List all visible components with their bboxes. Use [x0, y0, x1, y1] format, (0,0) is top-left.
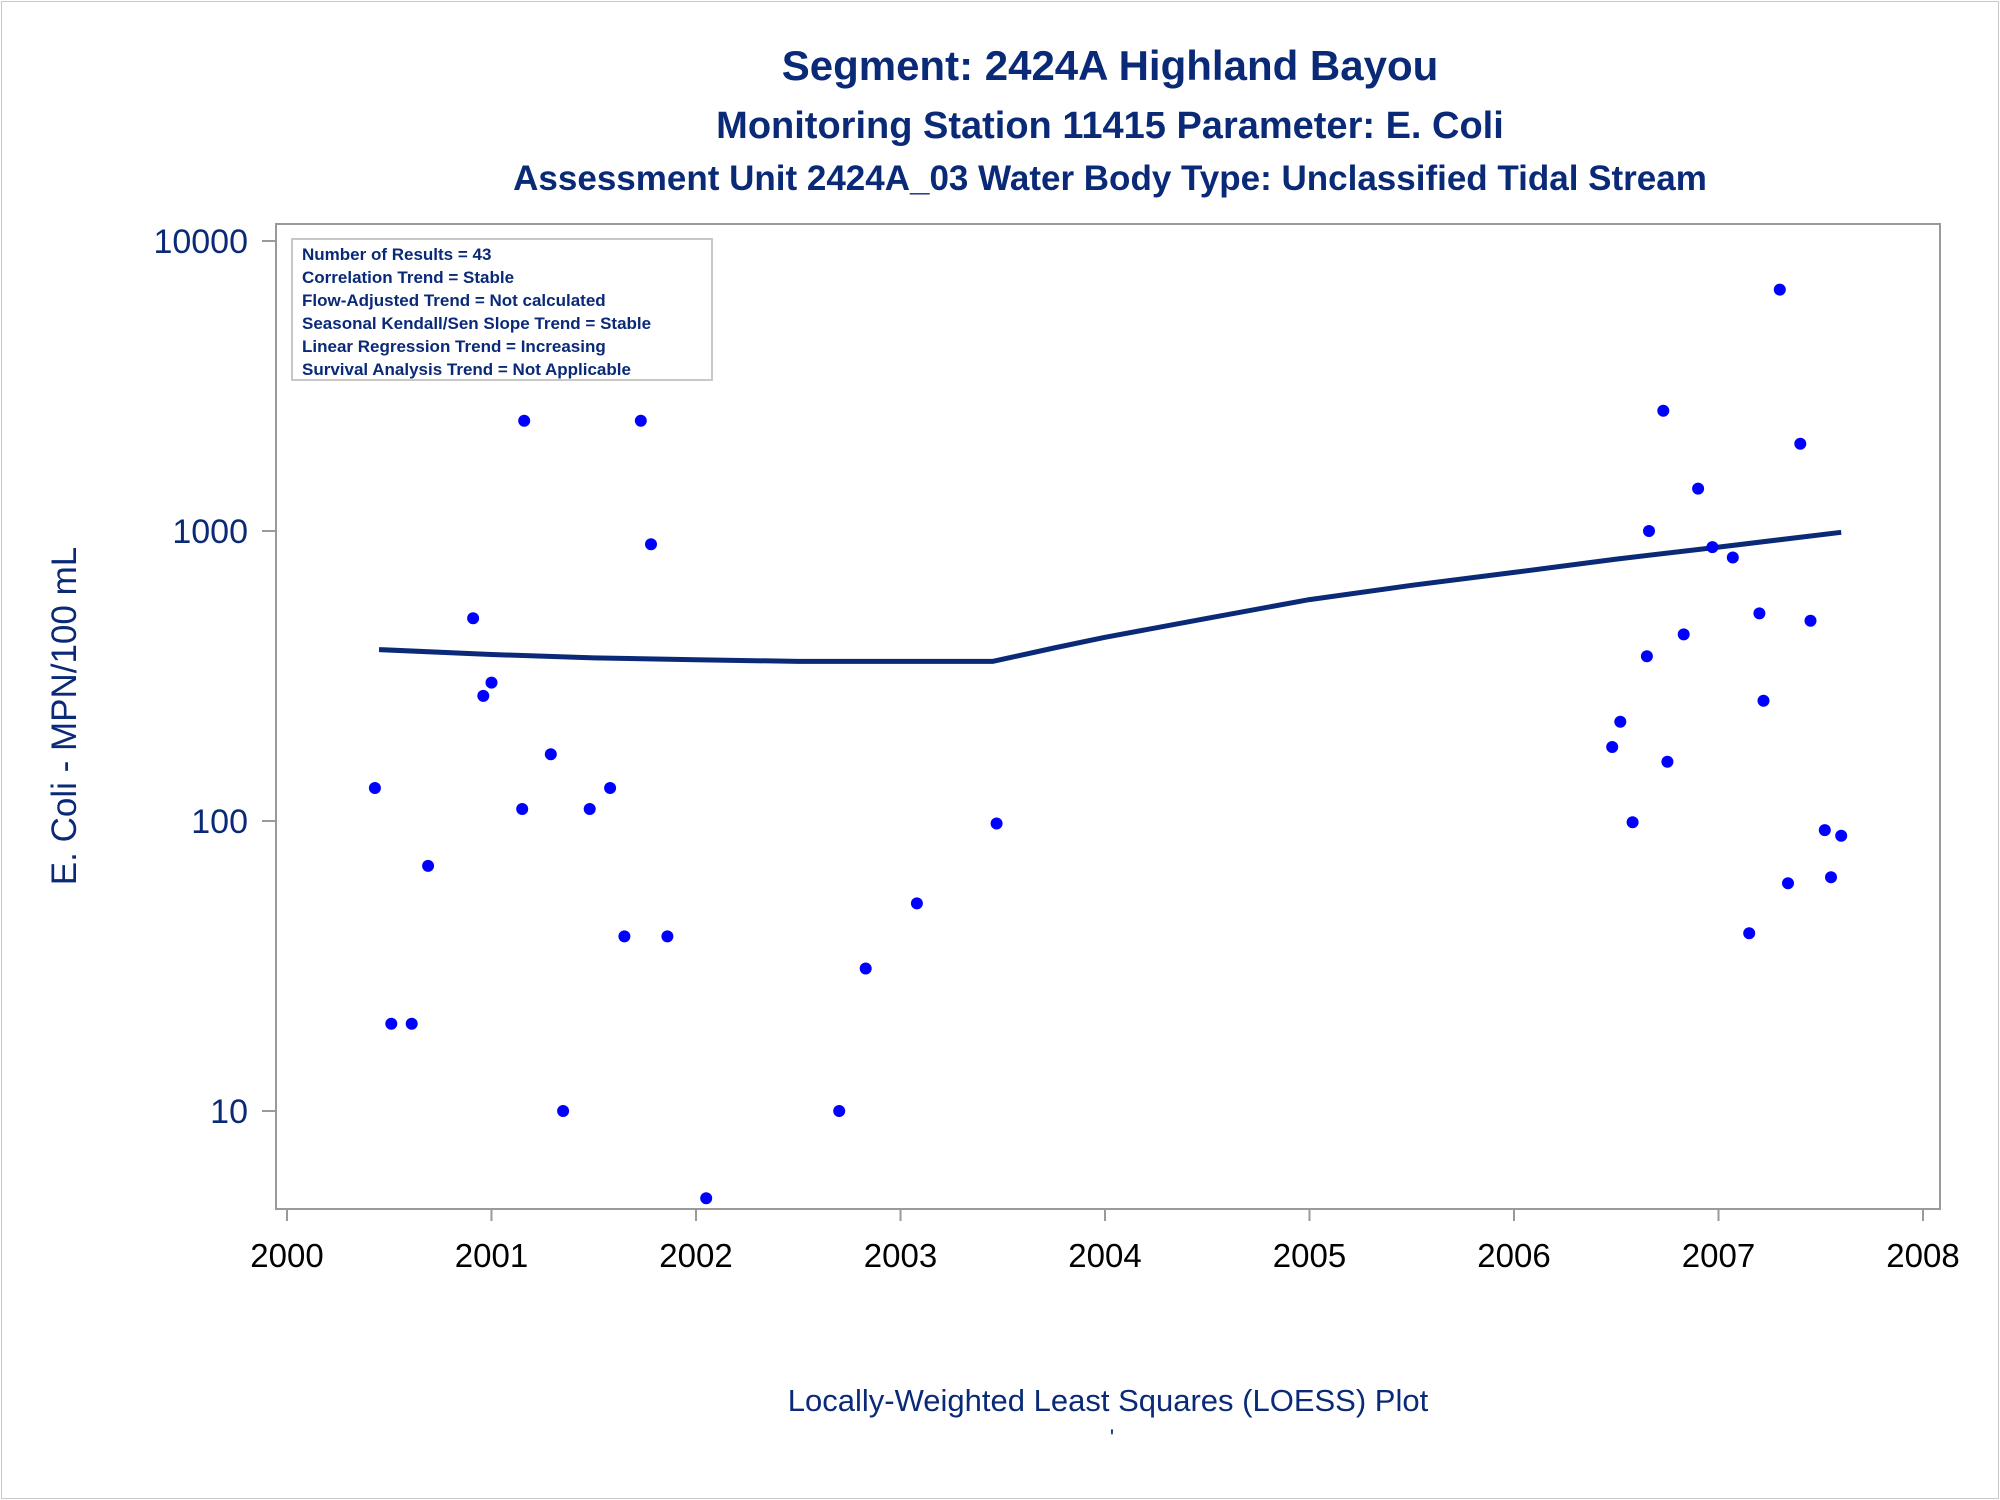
data-point: [1773, 283, 1786, 296]
y-axis: 10 100 1000 10000: [153, 223, 276, 1131]
data-point: [1818, 824, 1831, 837]
data-point: [422, 859, 435, 872]
data-point: [1677, 628, 1690, 641]
y-tick-label: 100: [191, 803, 248, 841]
data-point: [467, 612, 480, 625]
stats-line: Seasonal Kendall/Sen Slope Trend = Stabl…: [302, 314, 651, 333]
x-tick-label: 2006: [1477, 1237, 1550, 1274]
loess-line: [378, 529, 1842, 664]
stats-line: Number of Results = 43: [302, 245, 491, 264]
data-point: [385, 1017, 398, 1030]
y-axis-label: E. Coli - MPN/100 mL: [45, 547, 84, 885]
data-point: [1743, 927, 1756, 940]
data-point: [634, 414, 647, 427]
data-point: [1757, 694, 1770, 707]
scatter-layer: [368, 283, 1848, 1205]
data-point: [990, 817, 1003, 830]
footnote-mark: ': [1110, 1425, 1114, 1450]
data-point: [1692, 482, 1705, 495]
data-point: [368, 782, 381, 794]
x-tick-label: 2004: [1068, 1237, 1141, 1274]
x-tick-label: 2005: [1273, 1237, 1346, 1274]
data-point: [700, 1192, 713, 1205]
y-tick-label: 10000: [153, 223, 248, 261]
data-point: [1606, 741, 1619, 753]
x-tick-label: 2007: [1682, 1237, 1755, 1274]
data-point: [604, 782, 617, 794]
data-point: [1643, 525, 1655, 537]
data-point: [477, 689, 490, 702]
data-point: [1657, 404, 1670, 417]
x-tick-label: 2001: [455, 1237, 528, 1274]
data-point: [910, 897, 923, 910]
y-tick-label: 1000: [172, 513, 248, 551]
data-point: [1825, 871, 1837, 884]
data-point: [618, 930, 631, 943]
data-point: [516, 803, 529, 815]
data-point: [1614, 715, 1627, 728]
data-point: [833, 1105, 846, 1117]
data-point: [1626, 816, 1639, 829]
data-point: [645, 538, 657, 551]
stats-line: Flow-Adjusted Trend = Not calculated: [302, 291, 606, 310]
stats-box: Number of Results = 43 Correlation Trend…: [291, 238, 713, 381]
data-point: [1794, 437, 1807, 450]
data-point: [405, 1017, 418, 1030]
chart-subtitle: Monitoring Station 11415 Parameter: E. C…: [716, 105, 1504, 147]
data-point: [557, 1105, 570, 1117]
chart-subtitle-2: Assessment Unit 2424A_03 Water Body Type…: [513, 159, 1707, 198]
stats-line: Correlation Trend = Stable: [302, 268, 514, 287]
data-point: [485, 676, 498, 689]
data-point: [661, 930, 674, 943]
y-tick-label: 10: [210, 1093, 248, 1131]
data-point: [544, 748, 557, 761]
plot-area: [275, 223, 1941, 1210]
stats-line: Survival Analysis Trend = Not Applicable: [302, 360, 631, 379]
x-axis-label: Locally-Weighted Least Squares (LOESS) P…: [788, 1383, 1429, 1418]
data-point: [1804, 614, 1817, 627]
loess-layer: [378, 529, 1842, 664]
data-point: [1706, 541, 1719, 554]
data-point: [1726, 551, 1739, 564]
x-tick-label: 2008: [1886, 1237, 1959, 1274]
x-axis: 2000 2001 2002 2003 2004 2005 2006 2007 2008: [250, 1209, 1960, 1274]
data-point: [1640, 650, 1653, 663]
chart-title: Segment: 2424A Highland Bayou: [782, 42, 1439, 89]
stats-line: Linear Regression Trend = Increasing: [302, 337, 606, 356]
x-tick-label: 2002: [659, 1237, 732, 1274]
data-point: [859, 962, 872, 975]
data-point: [583, 803, 596, 815]
data-point: [1661, 755, 1674, 768]
data-point: [1753, 607, 1766, 620]
x-tick-label: 2003: [864, 1237, 937, 1274]
data-point: [518, 414, 531, 427]
stats-box-border: [291, 238, 713, 381]
data-point: [1835, 829, 1848, 842]
data-point: [1782, 877, 1794, 890]
x-tick-label: 2000: [250, 1237, 323, 1274]
